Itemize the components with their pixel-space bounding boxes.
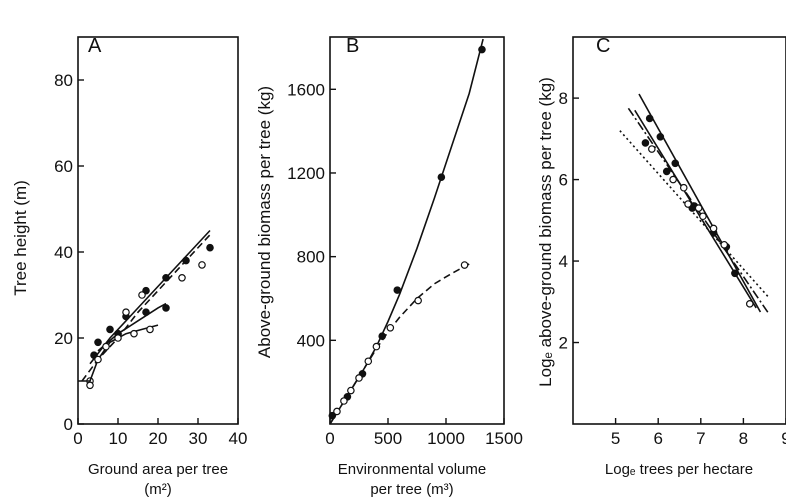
data-point [162, 304, 170, 312]
x-tick-label: 20 [149, 429, 168, 448]
data-point [478, 45, 486, 54]
panel-b-xlabel: Environmental volume [338, 461, 486, 478]
x-tick-label: 500 [374, 429, 402, 448]
data-point [679, 183, 688, 192]
y-tick-label: 1200 [287, 164, 325, 183]
data-point [414, 296, 422, 305]
y-tick-label: 6 [559, 171, 568, 190]
data-point [669, 175, 677, 184]
data-point [130, 329, 138, 338]
data-point [86, 381, 94, 390]
data-point [198, 261, 206, 269]
panel-b-xlabel-line2: per tree (m³) [370, 481, 453, 498]
y-tick-label: 60 [54, 157, 73, 176]
series-line [638, 93, 762, 313]
data-point [460, 261, 469, 269]
data-point [694, 204, 703, 212]
x-tick-label: 5 [611, 429, 620, 448]
series-line [619, 130, 770, 299]
data-point [106, 325, 114, 334]
plot-frame [329, 36, 505, 425]
data-point [347, 386, 355, 395]
data-point [94, 338, 102, 347]
data-point [340, 397, 348, 405]
data-point [648, 145, 656, 153]
panel-c-ylabel: Logₑ above-ground biomass per tree (kg) [536, 77, 555, 387]
y-tick-label: 4 [559, 252, 568, 271]
data-point [386, 323, 395, 332]
y-tick-label: 40 [54, 243, 73, 262]
panel-b-letter: B [346, 35, 359, 57]
data-point [684, 200, 692, 208]
data-point [641, 139, 650, 147]
data-point [178, 273, 186, 282]
series-line [97, 302, 167, 352]
data-point [720, 240, 729, 249]
panel-c-letter: C [596, 35, 610, 57]
data-point [437, 173, 446, 181]
panel-a-xlabel: Ground area per tree [88, 461, 228, 478]
data-point [364, 357, 373, 366]
data-point [102, 342, 110, 351]
y-tick-label: 2 [559, 334, 568, 353]
plot-frame [572, 36, 786, 425]
data-point [699, 212, 707, 221]
data-point [393, 286, 402, 294]
data-point [645, 114, 654, 123]
y-tick-label: 800 [297, 248, 325, 267]
plot-frame [77, 36, 239, 425]
x-tick-label: 1500 [485, 429, 523, 448]
data-point [662, 167, 671, 176]
data-point [122, 308, 130, 317]
panel-b: B Above-ground biomass per tree (kg) Env… [255, 35, 523, 498]
data-point [372, 342, 381, 351]
y-tick-label: 8 [559, 89, 568, 108]
y-tick-label: 0 [64, 415, 73, 434]
data-point [142, 308, 150, 317]
panel-b-ylabel: Above-ground biomass per tree (kg) [255, 86, 274, 358]
data-point [671, 159, 680, 168]
y-tick-label: 20 [54, 329, 73, 348]
panel-c: C Logₑ above-ground biomass per tree (kg… [536, 35, 786, 478]
y-tick-label: 1600 [287, 80, 325, 99]
x-tick-label: 8 [739, 429, 748, 448]
panel-b-plot: 0 500 1000 1500 400 800 1200 1600 [287, 36, 523, 448]
x-tick-label: 10 [109, 429, 128, 448]
x-tick-label: 9 [781, 429, 786, 448]
y-tick-label: 80 [54, 71, 73, 90]
data-point [146, 325, 154, 334]
data-point [114, 334, 122, 342]
x-tick-label: 1000 [427, 429, 465, 448]
data-point [206, 243, 214, 252]
x-tick-label: 30 [189, 429, 208, 448]
data-point [355, 374, 363, 382]
y-tick-label: 400 [297, 331, 325, 350]
x-tick-label: 0 [325, 429, 334, 448]
panel-a-ylabel: Tree height (m) [11, 180, 30, 296]
panel-a-xlabel-unit: (m²) [144, 481, 171, 498]
series-line [78, 324, 159, 382]
data-point [656, 133, 665, 141]
series-line [329, 38, 484, 425]
panel-c-plot: 5 6 7 8 9 2 4 6 8 [559, 36, 786, 448]
data-point [709, 224, 718, 233]
x-tick-label: 40 [229, 429, 248, 448]
data-point [333, 407, 341, 416]
panel-a-letter: A [88, 35, 102, 57]
data-point [94, 355, 102, 364]
x-tick-label: 6 [653, 429, 662, 448]
data-point [138, 291, 146, 299]
panel-a: A Tree height (m) Ground area per tree (… [11, 35, 247, 498]
data-point [745, 300, 754, 308]
x-tick-label: 0 [73, 429, 82, 448]
series-line [89, 229, 211, 365]
panel-a-plot: 0 10 20 30 40 0 20 40 60 80 [54, 36, 248, 448]
panel-c-xlabel: Logₑ trees per hectare [605, 461, 753, 478]
x-tick-label: 7 [696, 429, 705, 448]
